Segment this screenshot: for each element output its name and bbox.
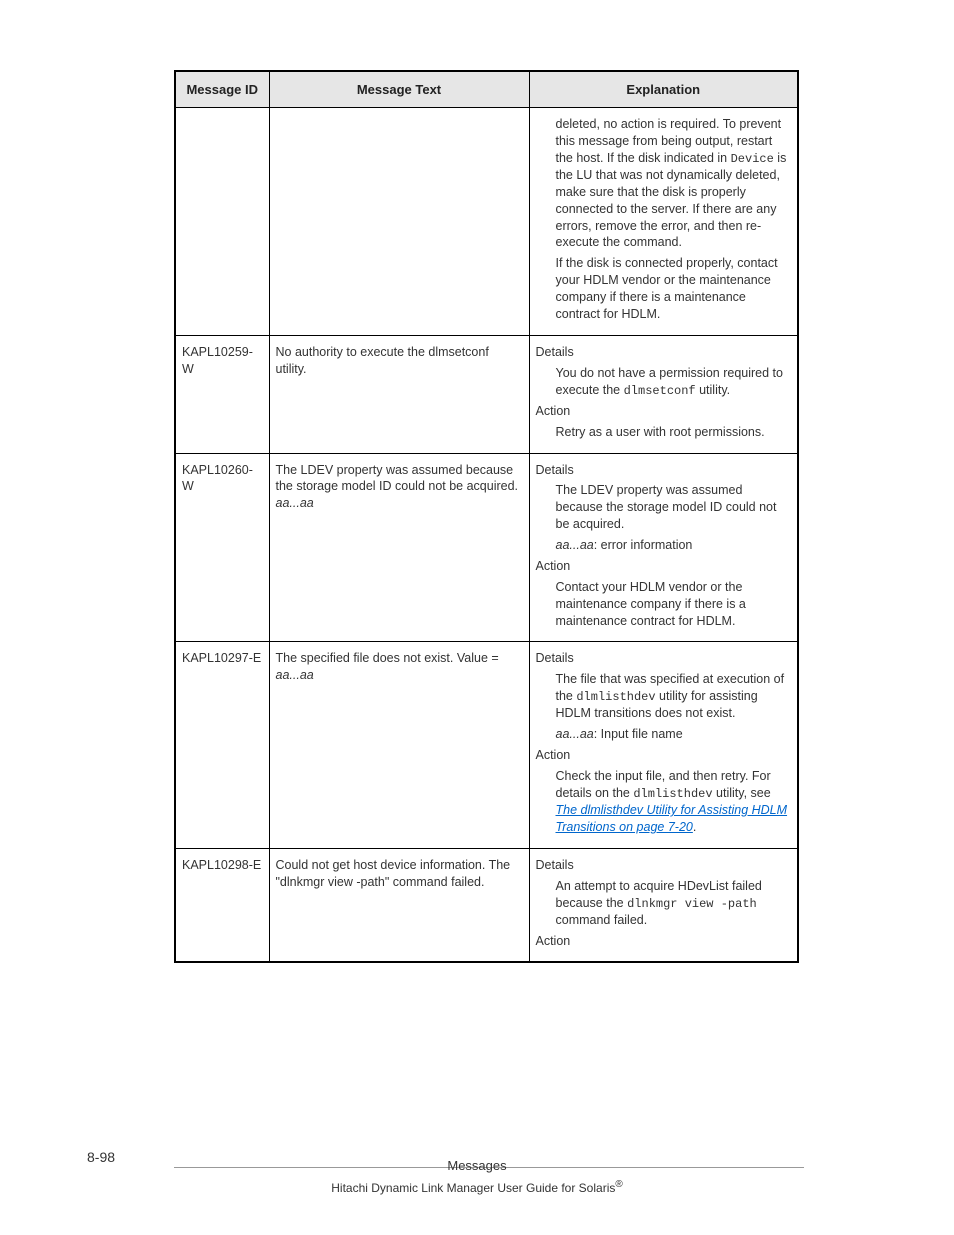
cell-text: No authority to execute the dlmsetconf u… <box>269 335 529 453</box>
cell-id: KAPL10297-E <box>175 642 269 848</box>
cell-expl: Details You do not have a permission req… <box>529 335 798 453</box>
table-row: KAPL10259-W No authority to execute the … <box>175 335 798 453</box>
msg-text: The LDEV property was assumed because th… <box>276 463 519 494</box>
cell-text <box>269 108 529 336</box>
details-label: Details <box>536 857 792 874</box>
code-text: dlnkmgr view -path <box>627 897 757 911</box>
cell-text: The LDEV property was assumed because th… <box>269 453 529 642</box>
action-label: Action <box>536 933 792 950</box>
expl-text: utility, see <box>713 786 771 800</box>
cell-id: KAPL10259-W <box>175 335 269 453</box>
details-label: Details <box>536 650 792 667</box>
cell-id: KAPL10260-W <box>175 453 269 642</box>
italic-text: aa...aa <box>556 538 594 552</box>
italic-text: aa...aa <box>556 727 594 741</box>
italic-text: aa...aa <box>276 668 314 682</box>
code-text: dlmlisthdev <box>633 787 712 801</box>
expl-text: . <box>693 820 696 834</box>
code-text: dlmlisthdev <box>576 690 655 704</box>
expl-text: Retry as a user with root permissions. <box>536 424 792 441</box>
table-row: KAPL10297-E The specified file does not … <box>175 642 798 848</box>
cell-expl: Details The LDEV property was assumed be… <box>529 453 798 642</box>
action-label: Action <box>536 747 792 764</box>
header-message-text: Message Text <box>269 71 529 108</box>
details-label: Details <box>536 462 792 479</box>
cell-id <box>175 108 269 336</box>
details-label: Details <box>536 344 792 361</box>
expl-text: If the disk is connected properly, conta… <box>536 255 792 323</box>
cell-id: KAPL10298-E <box>175 848 269 962</box>
cell-text: Could not get host device information. T… <box>269 848 529 962</box>
expl-text: Contact your HDLM vendor or the maintena… <box>536 579 792 630</box>
expl-text: : error information <box>594 538 693 552</box>
code-text: Device <box>731 152 774 166</box>
action-label: Action <box>536 558 792 575</box>
header-explanation: Explanation <box>529 71 798 108</box>
expl-text: utility. <box>696 383 731 397</box>
footer: Messages Hitachi Dynamic Link Manager Us… <box>0 1158 954 1195</box>
expl-text: command failed. <box>556 913 648 927</box>
cell-expl: Details An attempt to acquire HDevList f… <box>529 848 798 962</box>
msg-text: The specified file does not exist. Value… <box>276 651 499 665</box>
footer-title: Messages <box>0 1158 954 1173</box>
header-message-id: Message ID <box>175 71 269 108</box>
table-row: deleted, no action is required. To preve… <box>175 108 798 336</box>
messages-table: Message ID Message Text Explanation dele… <box>174 70 799 963</box>
cell-expl: deleted, no action is required. To preve… <box>529 108 798 336</box>
link-text[interactable]: The dlmlisthdev Utility for Assisting HD… <box>556 803 788 834</box>
table-row: KAPL10260-W The LDEV property was assume… <box>175 453 798 642</box>
action-label: Action <box>536 403 792 420</box>
code-text: dlmsetconf <box>624 384 696 398</box>
footer-subtitle: Hitachi Dynamic Link Manager User Guide … <box>331 1181 615 1195</box>
table-row: KAPL10298-E Could not get host device in… <box>175 848 798 962</box>
expl-text: : Input file name <box>594 727 683 741</box>
expl-text: The LDEV property was assumed because th… <box>536 482 792 533</box>
cell-text: The specified file does not exist. Value… <box>269 642 529 848</box>
registered-mark: ® <box>615 1179 622 1190</box>
italic-text: aa...aa <box>276 496 314 510</box>
cell-expl: Details The file that was specified at e… <box>529 642 798 848</box>
